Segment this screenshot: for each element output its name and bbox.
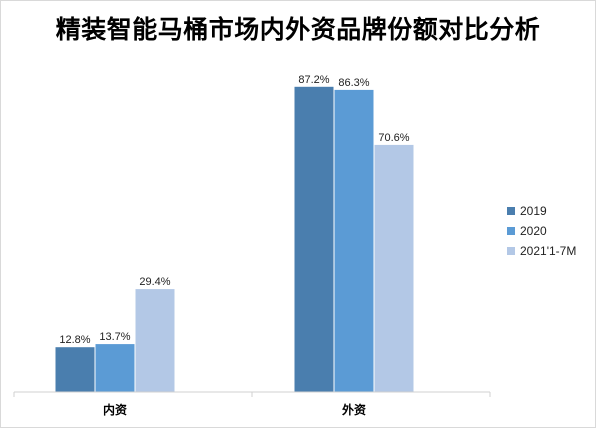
legend-label-2019: 2019 — [520, 204, 547, 218]
bar-2021'1-7M-内资 — [135, 289, 175, 392]
legend-swatch-2020 — [507, 227, 515, 235]
bars-group — [55, 86, 414, 393]
category-label-外资: 外资 — [342, 402, 366, 417]
bar-2019-内资 — [55, 347, 95, 392]
data-label-2019-内资: 12.8% — [59, 334, 90, 346]
legend-swatch-2021'1-7M — [507, 247, 515, 255]
bar-2021'1-7M-外资 — [374, 144, 414, 392]
data-label-2020-外资: 86.3% — [338, 77, 369, 89]
chart-title: 精装智能马桶市场内外资品牌份额对比分析 — [55, 15, 541, 44]
category-label-内资: 内资 — [103, 402, 127, 417]
bar-2019-外资 — [294, 86, 334, 393]
data-labels-group: 12.8% 13.7% 29.4% 87.2% 86.3% 70.6% — [59, 74, 409, 346]
legend-label-2021'1-7M: 2021'1-7M — [520, 244, 576, 258]
bar-2020-内资 — [95, 344, 135, 392]
data-label-2019-外资: 87.2% — [298, 74, 329, 86]
data-label-2021'1-7M-外资: 70.6% — [378, 132, 409, 144]
legend-swatch-2019 — [507, 207, 515, 215]
data-label-2020-内资: 13.7% — [99, 331, 130, 343]
category-labels-group: 内资 外资 — [103, 402, 366, 417]
legend-label-2020: 2020 — [520, 224, 547, 238]
legend: 2019 2020 2021'1-7M — [507, 204, 576, 258]
data-label-2021'1-7M-内资: 29.4% — [139, 276, 170, 288]
bar-2020-外资 — [334, 89, 374, 393]
